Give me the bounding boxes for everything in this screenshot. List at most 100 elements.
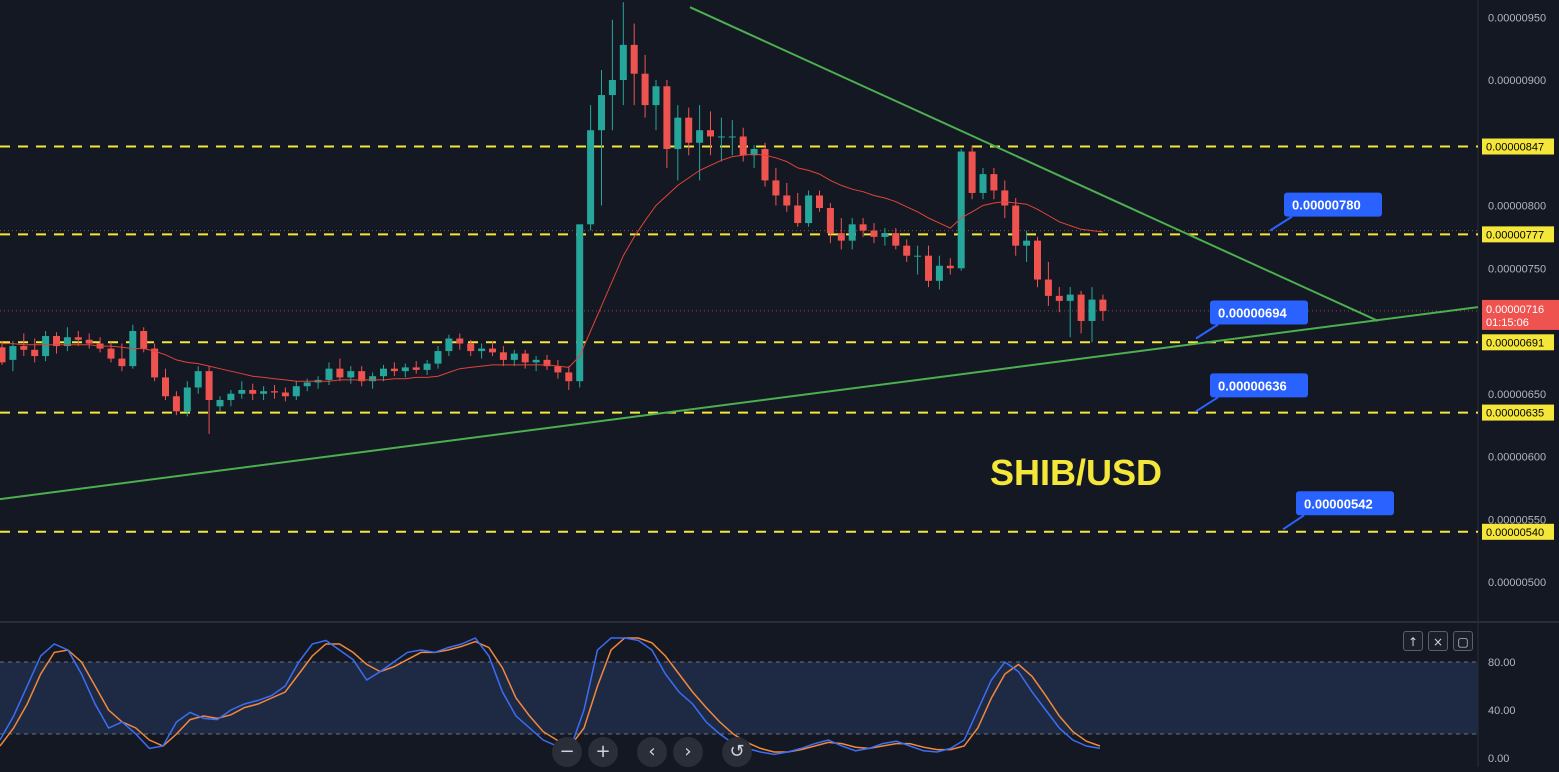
oscillator-tick-label: 80.00 (1488, 657, 1516, 669)
candle-body (303, 382, 311, 387)
candle-body (717, 136, 725, 138)
candle-body (826, 208, 834, 234)
candle-body (0, 347, 6, 363)
current-price-label: 0.00000716 (1486, 304, 1544, 316)
candle-body (205, 371, 213, 401)
oscillator-maximize-button[interactable]: ▢ (1453, 631, 1473, 651)
level-price-tag (1482, 226, 1554, 243)
callout-pointer (1195, 323, 1219, 340)
candle-body (576, 224, 584, 382)
candle-body (859, 224, 867, 231)
price-tick-label: 0.00000950 (1488, 12, 1546, 24)
candle-body (347, 371, 355, 378)
candle-body (946, 265, 954, 269)
candle-body (1055, 295, 1063, 301)
candle-body (587, 130, 595, 225)
candle-body (358, 371, 366, 382)
candle-body (1034, 240, 1041, 280)
oscillator-d-line (0, 637, 1101, 753)
candle-body (412, 367, 420, 370)
candle-body (925, 255, 932, 281)
candle-body (630, 44, 638, 74)
candle-body (696, 130, 704, 143)
level-price-label: 0.00000691 (1486, 337, 1544, 349)
candle-body (914, 255, 922, 257)
candle-body (249, 389, 257, 394)
callout-label: 0.00000542 (1304, 496, 1373, 511)
candle-body (85, 339, 93, 344)
candle-body (42, 336, 50, 357)
level-price-label: 0.00000847 (1486, 142, 1544, 154)
callout-label: 0.00000780 (1292, 198, 1361, 213)
candle-body (521, 353, 529, 363)
candle-body (543, 359, 551, 367)
current-price-tag (1482, 299, 1559, 330)
callout-box (1296, 491, 1394, 516)
candle-body (707, 130, 714, 137)
candle-body (1066, 294, 1074, 301)
candle-body (118, 358, 126, 367)
candle-body (510, 353, 518, 360)
candle-body (935, 265, 943, 281)
candle-body (390, 368, 398, 372)
candle-body (325, 368, 333, 380)
price-tick-label: 0.00000650 (1488, 389, 1546, 401)
level-price-label: 0.00000635 (1486, 408, 1544, 420)
candle-body (848, 224, 856, 241)
reset-chart-button[interactable]: ↺ (722, 737, 752, 767)
candle-body (1001, 190, 1009, 206)
candle-body (554, 366, 562, 373)
price-tick-label: 0.00000900 (1488, 75, 1546, 87)
scroll-left-button[interactable]: ‹ (637, 737, 667, 767)
candle-body (478, 348, 486, 352)
candle-body (271, 391, 278, 393)
descending-trendline (689, 6, 1379, 322)
candle-body (652, 86, 660, 106)
candle-body (140, 331, 148, 349)
candle-body (685, 117, 693, 143)
candle-body (369, 376, 377, 382)
oscillator-move-up-button[interactable]: ↑ (1403, 631, 1423, 651)
candle-body (881, 233, 889, 237)
candle-body (1099, 299, 1107, 311)
candle-body (1023, 240, 1031, 246)
candle-body (663, 86, 671, 150)
callout-pointer (1269, 215, 1293, 232)
callout-pointer (1195, 396, 1219, 413)
oscillator-tick-label: 40.00 (1488, 705, 1516, 717)
oscillator-band (0, 662, 1478, 734)
candle-body (74, 337, 82, 340)
scroll-right-button[interactable]: › (673, 737, 703, 767)
candle-body (728, 136, 736, 138)
candle-body (194, 371, 202, 388)
callout-label: 0.00000694 (1218, 306, 1287, 321)
candle-body (63, 337, 71, 347)
price-tick-label: 0.00000500 (1488, 577, 1546, 589)
candle-body (489, 348, 496, 353)
candle-body (172, 396, 180, 412)
candle-body (979, 174, 987, 193)
candle-body (456, 338, 464, 344)
oscillator-close-button[interactable]: × (1428, 631, 1448, 651)
zoom-in-button[interactable]: + (588, 737, 618, 767)
callout-pointer (1282, 514, 1305, 531)
candle-body (227, 393, 235, 401)
level-price-label: 0.00000777 (1486, 229, 1544, 241)
candle-body (598, 95, 605, 131)
candle-body (260, 391, 268, 394)
candle-body (1088, 299, 1096, 321)
candle-body (816, 195, 823, 209)
candle-body (1044, 279, 1052, 296)
candle-body (162, 377, 169, 397)
zoom-out-button[interactable]: − (552, 737, 582, 767)
price-tick-label: 0.00000750 (1488, 263, 1546, 275)
candle-body (783, 195, 791, 206)
current-price-countdown: 01:15:06 (1486, 317, 1529, 329)
candle-body (532, 359, 540, 363)
candle-body (281, 392, 289, 397)
candle-body (772, 180, 780, 196)
candle-body (238, 389, 246, 394)
candle-body (870, 230, 878, 237)
